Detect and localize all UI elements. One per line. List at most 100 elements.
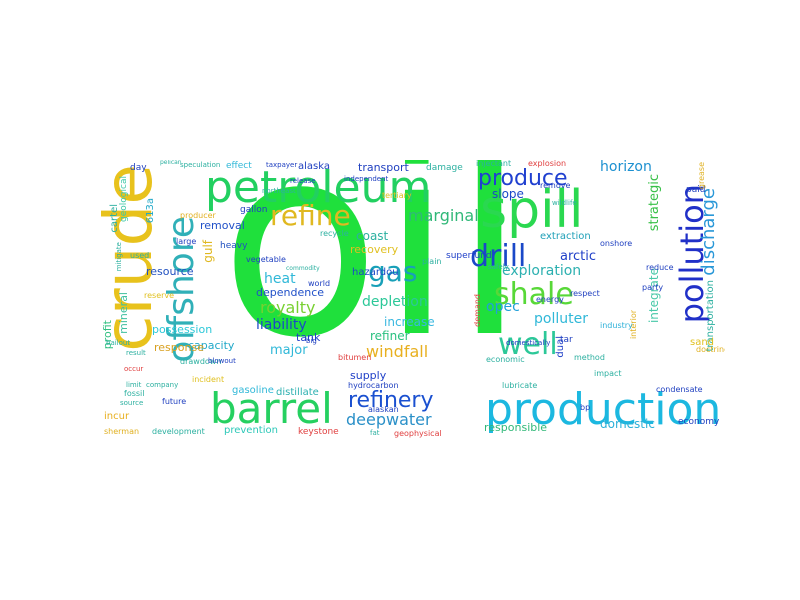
word-tertiary: tertiary — [382, 191, 412, 200]
word-polluter: polluter — [534, 311, 588, 327]
word-tank: tank — [296, 331, 321, 344]
word-depletion: depletion — [362, 294, 428, 310]
word-speculation: speculation — [180, 161, 221, 169]
word-demand: demand — [473, 294, 482, 327]
word-injectant: injectant — [476, 160, 512, 168]
word-damage: damage — [426, 163, 463, 173]
word-fossil: fossil — [124, 389, 145, 398]
word-party: party — [642, 283, 664, 292]
word-integrate: integrate — [647, 268, 661, 324]
word-gas: gas — [368, 255, 418, 288]
word-drill: drill — [470, 239, 527, 274]
word-heat: heat — [264, 271, 296, 287]
word-resource: resource — [146, 265, 194, 278]
word-exploration: exploration — [502, 263, 582, 279]
word-responsible: responsible — [484, 421, 548, 434]
word-slope: slope — [492, 187, 524, 201]
word-used: used — [130, 251, 150, 260]
word-day: day — [130, 163, 147, 173]
word-oil: oil — [220, 160, 526, 395]
word-increase: increase — [384, 315, 435, 329]
word-recovery: recovery — [350, 243, 399, 256]
word-drawdown: drawdown — [180, 357, 222, 366]
word-alaska: alaska — [298, 161, 330, 172]
word-royalty: royalty — [260, 298, 316, 317]
word-occur: occur — [124, 365, 144, 373]
word-gasoline: gasoline — [232, 385, 274, 396]
word-industry: industry — [600, 321, 633, 330]
word-doctrine: doctrine — [696, 345, 725, 354]
word-onshore: onshore — [600, 239, 633, 248]
word-windfall: windfall — [366, 342, 429, 361]
word-prevention: prevention — [224, 425, 278, 436]
word-marginal: marginal — [408, 206, 479, 225]
word-strategic: strategic — [647, 174, 662, 232]
word-reserve: reserve — [144, 291, 175, 300]
word-vegetable: vegetable — [246, 255, 286, 264]
word-production: production — [485, 384, 722, 435]
word-northeast: northeast — [262, 187, 296, 195]
word-sand: sand — [690, 337, 715, 348]
word-distillate: distillate — [276, 387, 319, 398]
word-source: source — [120, 399, 144, 407]
word-tar: tar — [560, 335, 573, 345]
word-geophysical: geophysical — [394, 429, 442, 438]
word-refine: refine — [270, 199, 351, 232]
word-effect: effect — [226, 161, 252, 171]
word-possession: possession — [152, 323, 213, 336]
word-company: company — [146, 381, 179, 389]
word-613a: 613a — [145, 198, 156, 224]
word-major: major — [270, 343, 308, 358]
word-refiner: refiner — [370, 329, 410, 343]
word-spill: spill — [480, 180, 584, 240]
word-discharge: discharge — [698, 188, 719, 276]
word-domestic: domestic — [600, 417, 655, 431]
word-limit: limit — [126, 381, 142, 389]
word-large: large — [176, 237, 197, 246]
word-bitumen: bitumen — [338, 353, 372, 362]
word-shale: shale — [494, 277, 574, 312]
word-result: result — [126, 349, 146, 357]
word-energy: energy — [536, 295, 564, 304]
word-supply: supply — [350, 369, 387, 382]
word-domestically: domestically — [506, 339, 551, 347]
word-extraction: extraction — [540, 231, 591, 242]
word-explosion: explosion — [528, 160, 567, 168]
word-hydrocarbon: hydrocarbon — [348, 381, 399, 390]
word-sherman: sherman — [104, 427, 140, 436]
word-blowout: blowout — [208, 357, 236, 365]
word-respect: respect — [570, 289, 600, 298]
word-recycle: recycle — [320, 229, 349, 238]
word-opec: opec — [486, 299, 520, 315]
word-bp: bp — [580, 403, 591, 412]
word-hazardou: hazardou — [352, 267, 399, 278]
word-well: well — [498, 327, 558, 362]
word-future: future — [162, 397, 187, 406]
word-liability: liability — [256, 317, 307, 333]
word-refinery: refinery — [348, 388, 434, 413]
word-gallon: gallon — [240, 205, 268, 215]
word-capacity: capacity — [188, 339, 235, 352]
word-bailout: bailout — [106, 339, 131, 347]
word-development: development — [152, 427, 205, 436]
word-grease: grease — [697, 162, 706, 190]
word-pelican: pelican — [160, 160, 182, 166]
word-coast: coast — [356, 229, 389, 243]
word-paid: paid — [686, 185, 706, 195]
word-removal: removal — [200, 219, 245, 232]
word-interior: interior — [629, 310, 638, 340]
word-cloud: oil crude petroleum spill barrel product… — [100, 160, 725, 440]
word-dependence: dependence — [256, 286, 325, 299]
word-incur: incur — [104, 411, 130, 422]
word-taxpayer: taxpayer — [266, 161, 298, 169]
word-world: world — [308, 279, 331, 288]
word-mineral: mineral — [117, 292, 130, 334]
word-arctic: arctic — [560, 249, 597, 264]
word-geological: geological — [119, 176, 129, 222]
word-response: response — [154, 341, 204, 354]
word-release: release — [290, 177, 316, 185]
word-gulf: gulf — [201, 240, 215, 263]
word-fat: fat — [370, 429, 380, 437]
word-superfund: superfund — [446, 251, 492, 261]
word-petroleum: petroleum — [205, 162, 432, 213]
